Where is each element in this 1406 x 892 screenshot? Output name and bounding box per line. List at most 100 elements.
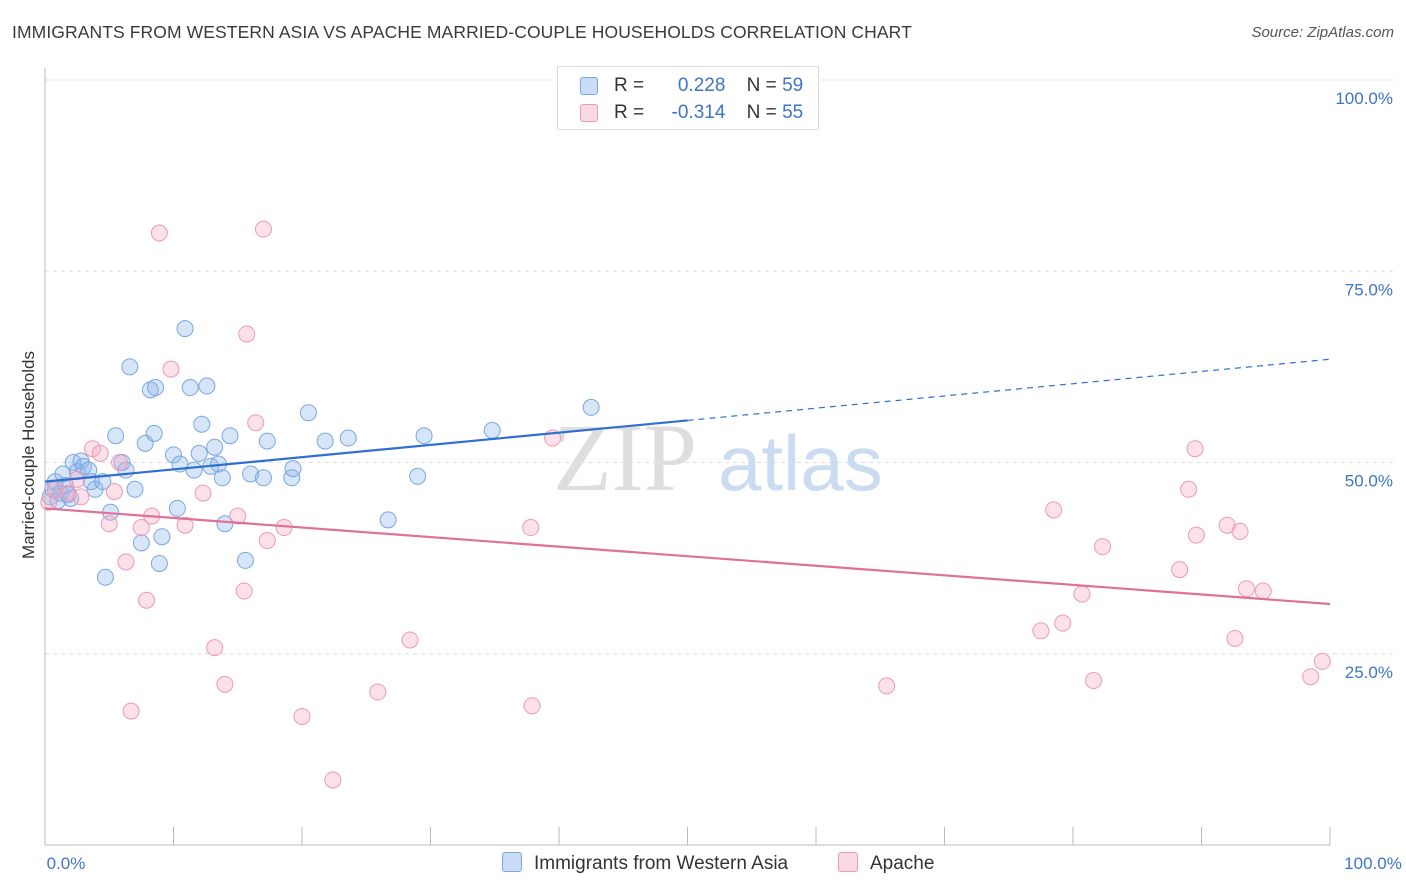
r-label-2: R =: [614, 102, 645, 123]
data-point: [165, 446, 182, 464]
data-point: [1032, 622, 1050, 640]
axes: [44, 68, 1331, 846]
source-label: Source: ZipAtlas.com: [1251, 24, 1394, 41]
trend-line-immigrants-extension: [687, 358, 1331, 422]
watermark: ZIP atlas: [553, 404, 883, 511]
data-point: [132, 519, 150, 537]
legend-swatch-apache: [838, 852, 858, 872]
data-point: [153, 528, 171, 546]
data-point: [216, 675, 234, 693]
data-point: [96, 568, 114, 586]
data-point: [523, 697, 541, 715]
data-point: [190, 444, 208, 462]
x-tick-label-left: 0.0%: [47, 854, 86, 873]
data-point: [284, 460, 302, 478]
data-point: [1094, 538, 1112, 556]
y-tick-labels: 25.0% 50.0% 75.0% 100.0%: [1335, 89, 1393, 682]
data-point: [122, 702, 140, 720]
data-point: [254, 469, 272, 487]
data-point: [1237, 580, 1255, 598]
r-value-2: -0.314: [671, 102, 726, 123]
data-point: [126, 480, 144, 498]
data-point: [94, 473, 112, 491]
data-point: [483, 421, 501, 439]
trend-line-immigrants: [44, 419, 688, 483]
n-value-1: 59: [782, 75, 804, 96]
data-point: [1045, 501, 1063, 519]
data-point: [91, 444, 109, 462]
data-point: [1186, 440, 1204, 458]
data-point: [147, 379, 165, 397]
data-point: [1171, 561, 1189, 579]
data-point: [150, 224, 168, 242]
legend-label-immigrants: Immigrants from Western Asia: [534, 853, 789, 874]
data-point: [213, 469, 231, 487]
data-point: [1085, 672, 1103, 690]
data-point: [235, 582, 253, 600]
data-point: [878, 677, 896, 695]
data-point: [206, 639, 224, 657]
data-point: [582, 398, 600, 416]
data-point: [193, 415, 211, 433]
y-tick-label: 50.0%: [1345, 472, 1393, 491]
data-point: [105, 483, 123, 501]
data-point: [415, 427, 433, 445]
data-point: [1054, 614, 1072, 632]
n-value-2: 55: [782, 102, 804, 123]
n-label-2: N =: [746, 102, 777, 123]
data-point: [409, 467, 427, 485]
data-point: [379, 511, 397, 529]
series-immigrants-western-asia: [41, 320, 600, 586]
data-point: [181, 379, 199, 397]
data-point: [162, 360, 180, 378]
data-point: [121, 358, 139, 376]
legend-item-apache: Apache: [838, 852, 934, 875]
data-point: [242, 465, 260, 483]
legend-row-2-text: R = -0.314 N = 55: [614, 102, 803, 124]
data-point: [1231, 522, 1249, 540]
data-point: [1226, 629, 1244, 647]
data-point: [1254, 582, 1272, 600]
watermark-atlas: atlas: [718, 419, 883, 507]
legend-stats: R = 0.228 N = 59 R = -0.314 N = 55: [557, 66, 819, 130]
data-point: [168, 499, 186, 517]
y-tick-label: 100.0%: [1335, 89, 1393, 108]
legend-swatch-2: [580, 104, 598, 122]
legend-label-apache: Apache: [870, 853, 935, 874]
legend-item-immigrants: Immigrants from Western Asia: [502, 852, 788, 875]
data-point: [236, 551, 254, 569]
chart-title: IMMIGRANTS FROM WESTERN ASIA VS APACHE M…: [12, 22, 912, 42]
data-point: [1313, 652, 1331, 670]
data-point: [1302, 668, 1320, 686]
legend-row-1-text: R = 0.228 N = 59: [614, 75, 803, 97]
legend-swatch-1: [580, 77, 598, 95]
data-point: [72, 488, 90, 506]
data-point: [254, 220, 272, 238]
data-point: [339, 429, 357, 447]
data-point: [258, 532, 276, 550]
data-point: [324, 771, 342, 789]
data-point: [238, 325, 256, 343]
legend-swatch-immigrants: [502, 852, 522, 872]
data-point: [132, 534, 150, 552]
data-point: [1180, 480, 1198, 498]
trend-lines: [44, 358, 1331, 606]
data-point: [206, 438, 224, 456]
data-point: [221, 427, 239, 445]
data-point: [185, 461, 203, 479]
watermark-zip: ZIP: [553, 404, 697, 511]
data-point: [283, 469, 301, 487]
data-point: [229, 507, 247, 525]
data-point: [150, 554, 168, 572]
data-point: [100, 515, 118, 533]
data-point: [299, 404, 317, 422]
data-point: [293, 707, 311, 725]
data-point: [369, 683, 387, 701]
data-point: [216, 515, 234, 533]
gridlines: [45, 79, 1393, 655]
data-point: [194, 484, 212, 502]
data-point: [522, 519, 540, 537]
data-point: [176, 516, 194, 534]
y-tick-label: 25.0%: [1345, 663, 1393, 682]
n-label-1: N =: [746, 75, 777, 96]
